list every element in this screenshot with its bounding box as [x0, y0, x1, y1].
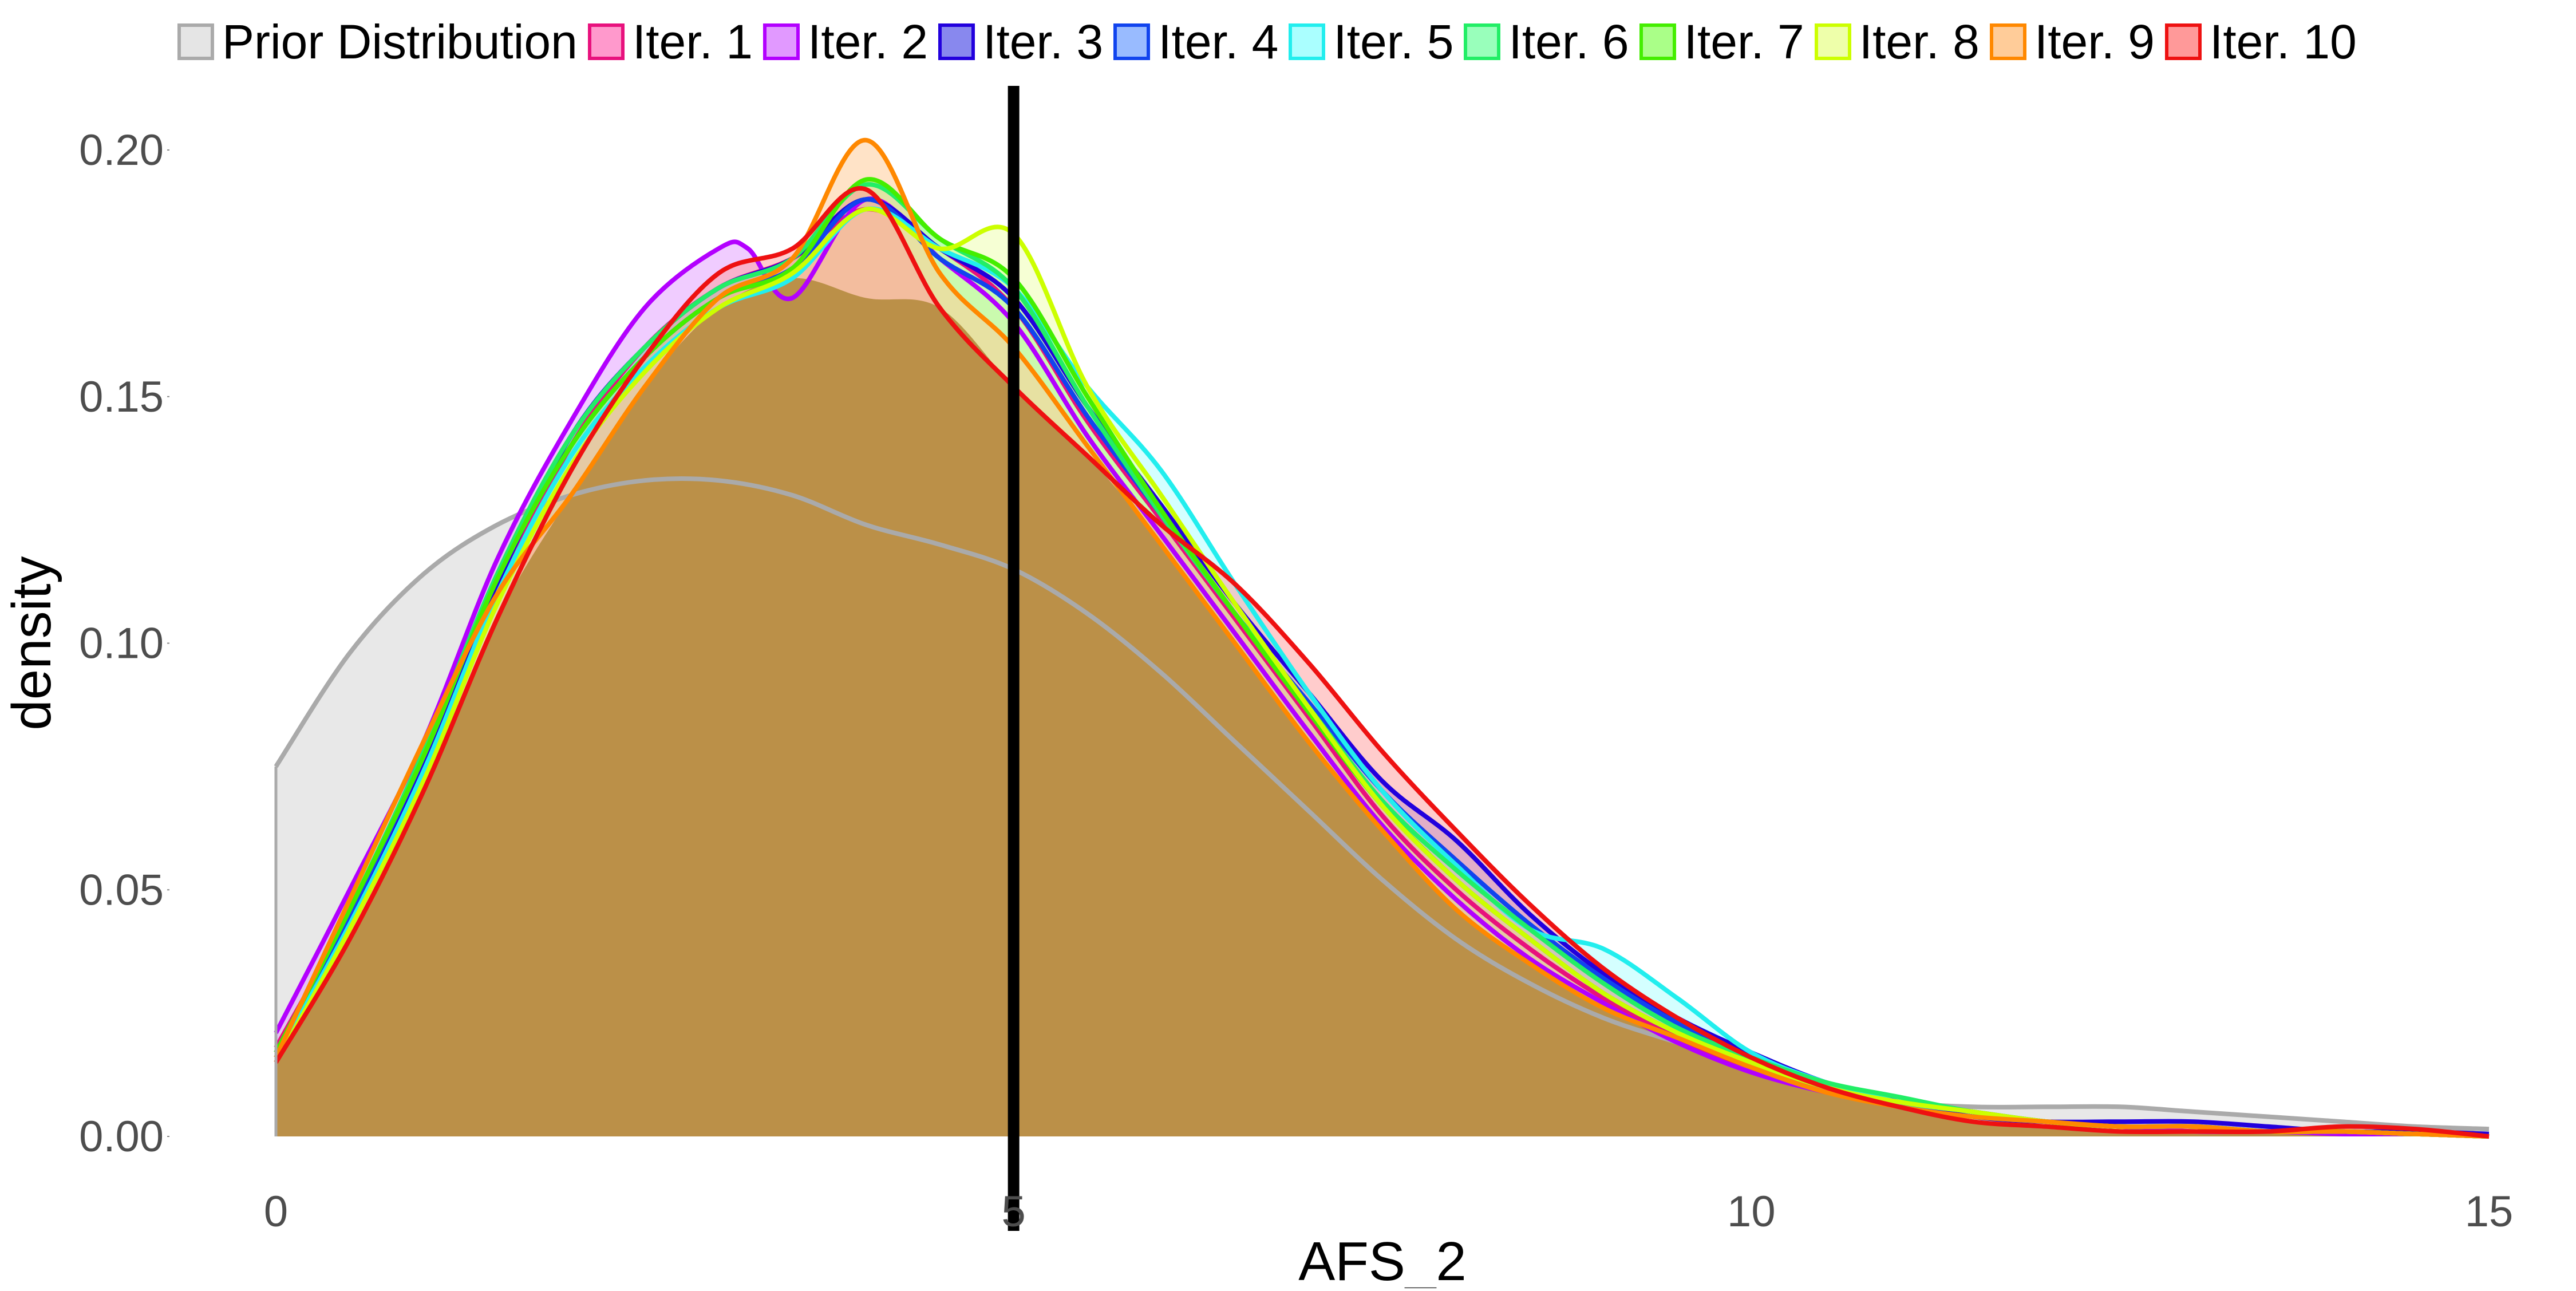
legend-swatch: [762, 23, 800, 60]
legend-label: Iter. 10: [2209, 15, 2357, 69]
legend-swatch: [587, 23, 625, 60]
legend-item-iter-1: Iter. 1: [587, 15, 753, 69]
x-tick-label: 10: [1727, 1187, 1776, 1236]
legend-swatch: [1989, 23, 2026, 60]
legend-swatch: [2164, 23, 2202, 60]
series-line-prior-distribution: [274, 476, 2490, 1132]
series-line-iter-10: [274, 185, 2490, 1139]
legend-label: Iter. 3: [983, 15, 1104, 69]
legend-item-iter-2: Iter. 2: [762, 15, 929, 69]
legend-label: Iter. 9: [2034, 15, 2155, 69]
y-tick-label: 0.15: [79, 373, 164, 421]
legend-label: Iter. 7: [1684, 15, 1804, 69]
legend-label: Iter. 8: [1859, 15, 1980, 69]
legend-swatch: [1113, 23, 1151, 60]
y-tick-label: 0.05: [79, 866, 164, 914]
legend-label: Iter. 1: [632, 15, 753, 69]
x-tick-label: 15: [2465, 1187, 2514, 1236]
legend-swatch: [938, 23, 975, 60]
legend-swatch: [1289, 23, 1326, 60]
legend-item-iter-6: Iter. 6: [1464, 18, 1629, 66]
legend-label: Prior Distribution: [222, 15, 578, 69]
x-tick-label: 0: [264, 1187, 288, 1236]
legend-item-iter-3: Iter. 3: [938, 18, 1103, 66]
y-tick-label: 0.00: [79, 1112, 164, 1161]
legend-item-iter-7: Iter. 7: [1639, 18, 1804, 66]
legend-label: Iter. 5: [1333, 15, 1454, 69]
y-tick-label: 0.10: [79, 619, 164, 668]
legend: Prior Distribution Iter. 1 Iter. 2 Iter. 3 I…: [177, 10, 2367, 73]
y-tick-label: 0.20: [79, 126, 164, 175]
legend-label: Iter. 2: [807, 15, 929, 69]
y-axis-label: density: [1, 556, 62, 730]
legend-swatch: [1814, 23, 1851, 60]
legend-item-prior-distribution: Prior Distribution: [177, 18, 578, 66]
legend-label: Iter. 4: [1158, 15, 1279, 69]
legend-item-iter-5: Iter. 5: [1289, 18, 1453, 66]
series-line-iter-9: [274, 137, 2490, 1139]
legend-item-iter-10: Iter. 10: [2164, 15, 2357, 69]
legend-swatch: [1639, 23, 1676, 60]
x-axis-label: AFS_2: [1298, 1231, 1466, 1288]
legend-item-iter-4: Iter. 4: [1113, 18, 1278, 66]
legend-item-iter-8: Iter. 8: [1814, 15, 1980, 69]
overlap-fill: [276, 278, 2489, 1136]
legend-swatch: [1464, 23, 1501, 60]
legend-item-iter-9: Iter. 9: [1989, 15, 2155, 69]
x-tick-label: 5: [1002, 1187, 1026, 1236]
legend-label: Iter. 6: [1508, 15, 1629, 69]
legend-swatch: [177, 23, 214, 60]
